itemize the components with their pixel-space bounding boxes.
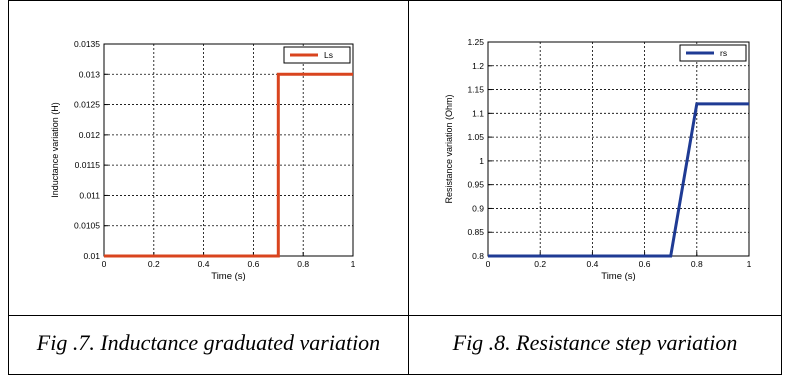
chart0-y-tick-label: 0.0135 xyxy=(74,39,100,49)
chart0-x-tick-label: 0 xyxy=(102,259,107,269)
chart1-x-tick-label: 0.4 xyxy=(586,259,598,269)
chart1-y-tick-label: 1.05 xyxy=(467,132,484,142)
chart1-y-axis-label: Resistance variation (Ohm) xyxy=(444,94,454,203)
chart1-legend-label: rs xyxy=(720,48,727,58)
chart1-y-tick-label: 1.15 xyxy=(467,85,484,95)
chart1-y-tick-label: 0.85 xyxy=(467,227,484,237)
chart1-y-tick-label: 0.9 xyxy=(472,203,484,213)
chart1-y-tick-label: 1.2 xyxy=(472,61,484,71)
right-figure-caption: Fig .8. Resistance step variation xyxy=(452,330,738,355)
chart1-x-tick-label: 0.2 xyxy=(534,259,546,269)
chart1-x-tick-label: 0.8 xyxy=(691,259,703,269)
chart0-y-tick-label: 0.01 xyxy=(83,251,100,261)
chart0-y-tick-label: 0.013 xyxy=(79,69,101,79)
chart1-plot-area xyxy=(488,42,749,256)
chart1-x-tick-label: 1 xyxy=(747,259,752,269)
chart1-x-tick-label: 0 xyxy=(486,259,491,269)
chart0-y-tick-label: 0.0125 xyxy=(74,100,100,110)
chart1-series-line xyxy=(488,102,749,258)
chart0-y-tick-label: 0.011 xyxy=(79,190,100,200)
chart1-x-axis-label: Time (s) xyxy=(601,271,635,282)
chart0-y-tick-label: 0.0115 xyxy=(75,160,101,170)
chart0-x-tick-label: 0.8 xyxy=(297,259,309,269)
chart0-y-tick-label: 0.0105 xyxy=(74,221,100,231)
chart0-x-tick-label: 0.4 xyxy=(198,259,210,269)
chart0-x-tick-label: 1 xyxy=(351,259,356,269)
chart1-y-tick-label: 0.95 xyxy=(467,180,484,190)
chart1-y-tick-label: 1 xyxy=(479,156,484,166)
chart1-x-tick-label: 0.6 xyxy=(639,259,651,269)
chart1-y-tick-label: 1.1 xyxy=(472,108,484,118)
chart0-series-line xyxy=(104,72,353,258)
chart0-x-tick-label: 0.6 xyxy=(247,259,259,269)
chart0-plot-area xyxy=(104,44,353,256)
chart0-x-tick-label: 0.2 xyxy=(148,259,160,269)
chart1-y-tick-label: 0.8 xyxy=(472,251,484,261)
chart0-x-axis-label: Time (s) xyxy=(211,271,245,282)
chart0-y-axis-label: Inductance variation (H) xyxy=(50,102,60,198)
left-figure-caption: Fig .7. Inductance graduated variation xyxy=(36,330,381,355)
chart0-y-tick-label: 0.012 xyxy=(79,130,101,140)
chart0-legend-label: Ls xyxy=(324,50,333,60)
chart1-y-tick-label: 1.25 xyxy=(467,37,484,47)
